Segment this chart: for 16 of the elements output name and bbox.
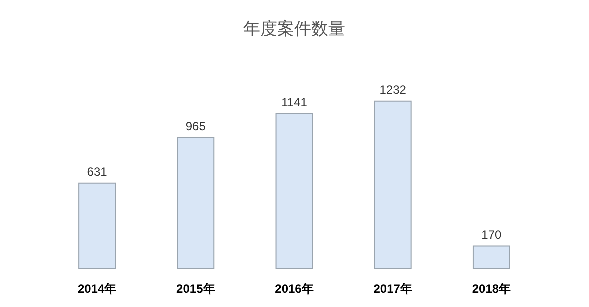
bar [177, 137, 215, 269]
chart-title: 年度案件数量 [244, 20, 346, 40]
data-label: 170 [482, 228, 502, 242]
data-label: 965 [186, 119, 206, 134]
bar [78, 182, 116, 269]
bar [374, 100, 412, 269]
data-label: 1141 [282, 95, 308, 110]
x-tick-label: 2017年 [374, 282, 412, 296]
x-tick-label: 2016年 [275, 282, 314, 296]
bar [472, 246, 510, 269]
x-tick-label: 2018年 [472, 282, 512, 296]
data-label: 631 [87, 164, 108, 179]
x-tick-label: 2015年 [176, 282, 216, 296]
x-tick-label: 2014年 [78, 282, 117, 296]
data-label: 1232 [380, 82, 407, 97]
bar [276, 113, 314, 269]
